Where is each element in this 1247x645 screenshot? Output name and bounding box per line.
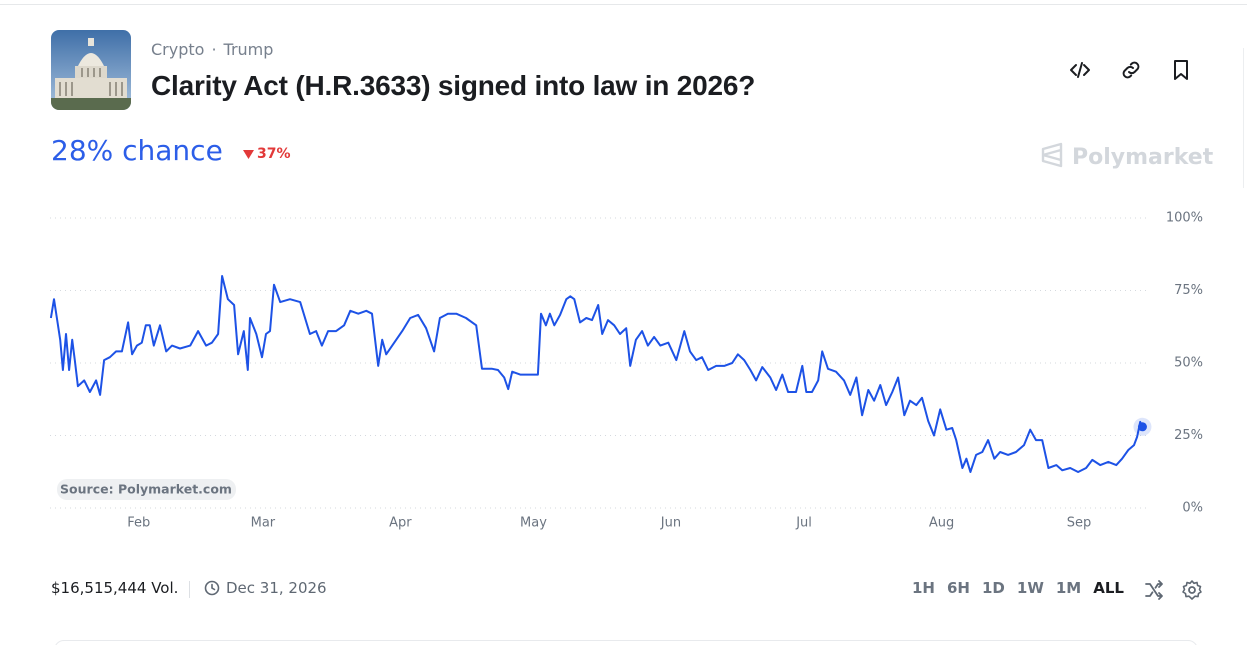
y-tick-label: 50% (1174, 356, 1203, 371)
y-tick-label: 75% (1174, 283, 1203, 298)
end-date: Dec 31, 2026 (204, 579, 327, 597)
brand-name: Polymarket (1072, 145, 1214, 170)
x-tick-label: Aug (929, 516, 954, 531)
brand-logo (1041, 142, 1063, 168)
x-tick-label: Jul (795, 516, 812, 531)
current-point (1137, 422, 1147, 432)
range-button[interactable]: 1M (1055, 579, 1082, 597)
bookmark-button[interactable] (1169, 58, 1193, 82)
price-line (49, 275, 1144, 473)
source-badge: Source: Polymarket.com (57, 479, 236, 500)
settings-button[interactable] (1181, 579, 1203, 601)
probability-change: 37% (243, 146, 291, 162)
clock-icon (204, 580, 220, 596)
range-button[interactable]: 6H (947, 579, 970, 597)
market-title: Clarity Act (H.R.3633) signed into law i… (151, 70, 756, 101)
range-button[interactable]: 1D (982, 579, 1005, 597)
range-button[interactable]: 1H (912, 579, 935, 597)
probability-headline: 28% chance (51, 134, 223, 167)
end-date-text: Dec 31, 2026 (226, 579, 327, 597)
compare-button[interactable] (1143, 579, 1165, 601)
category-link[interactable]: Crypto (151, 40, 205, 59)
side-divider (1243, 48, 1244, 188)
source-badge-bg (57, 479, 236, 500)
next-card (54, 640, 1198, 645)
x-tick-label: Mar (251, 516, 276, 531)
y-tick-label: 100% (1166, 211, 1203, 226)
volume: $16,515,444 Vol. (51, 579, 179, 597)
x-tick-label: Jun (660, 516, 681, 531)
brand-watermark: Polymarket (1040, 142, 1213, 170)
source-text: Source: Polymarket.com (60, 482, 232, 497)
footer-divider (189, 581, 190, 598)
capitol-illustration (51, 30, 131, 110)
embed-button[interactable] (1068, 58, 1092, 82)
x-tick-label: Feb (127, 516, 150, 531)
category-link[interactable]: Trump (223, 40, 274, 59)
x-tick-label: May (520, 516, 547, 531)
top-divider (0, 4, 1247, 5)
copy-link-button[interactable] (1119, 58, 1143, 82)
x-tick-label: Apr (389, 516, 412, 531)
price-chart: 0% 25% 50% 75% 100% Feb Mar Apr May Jun Jul Aug Sep S… (49, 211, 1203, 531)
x-tick-label: Sep (1067, 516, 1092, 531)
y-tick-label: 0% (1182, 501, 1203, 516)
range-button[interactable]: ALL (1093, 579, 1124, 597)
y-tick-label: 25% (1174, 428, 1203, 443)
range-selector: 1H 6H 1D 1W 1M ALL (906, 579, 1130, 597)
down-arrow (243, 150, 254, 159)
breadcrumbs: Crypto · Trump (151, 40, 273, 59)
market-image (51, 30, 131, 110)
change-value: 37% (257, 146, 291, 162)
range-button[interactable]: 1W (1016, 579, 1044, 597)
separator-dot: · (211, 40, 217, 59)
